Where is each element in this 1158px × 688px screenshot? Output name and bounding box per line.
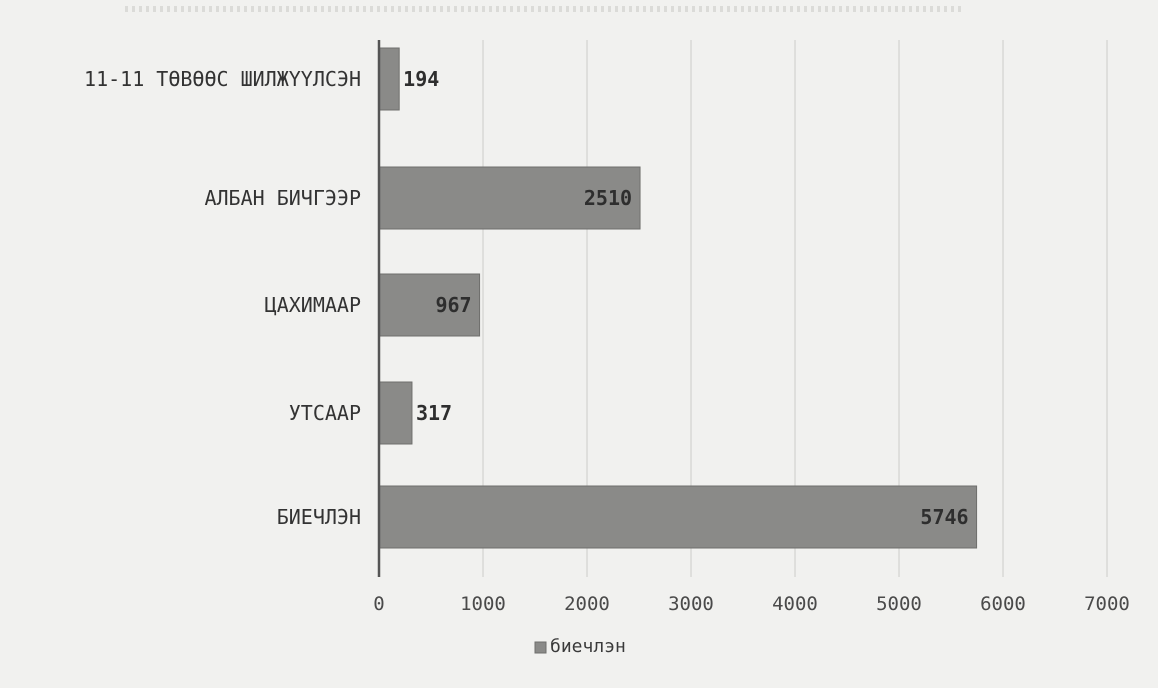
bar-3 <box>378 381 413 445</box>
bar-1 <box>378 166 641 230</box>
category-label-4: БИЕЧЛЭН <box>277 505 361 529</box>
bars <box>378 47 978 549</box>
data-label-3: 317 <box>416 401 452 425</box>
category-label-1: АЛБАН БИЧГЭЭР <box>204 186 361 210</box>
scan-artifact-line <box>125 6 965 12</box>
bar-4 <box>378 485 978 549</box>
x-tick-label-1000: 1000 <box>460 593 506 615</box>
x-tick-label-4000: 4000 <box>772 593 818 615</box>
data-label-2: 967 <box>435 293 471 317</box>
category-labels: 11-11 ТӨВӨӨС ШИЛЖҮҮЛСЭН АЛБАН БИЧГЭЭР ЦАХИ… <box>84 67 361 529</box>
legend-swatch <box>534 641 547 654</box>
legend-entry-label: биечлэн <box>550 636 626 657</box>
legend: биечлэн <box>534 636 626 657</box>
x-tick-label-5000: 5000 <box>876 593 922 615</box>
x-tick-label-6000: 6000 <box>980 593 1026 615</box>
data-label-1: 2510 <box>584 186 632 210</box>
category-label-0: 11-11 ТӨВӨӨС ШИЛЖҮҮЛСЭН <box>84 67 361 91</box>
data-label-4: 5746 <box>920 505 968 529</box>
gridlines <box>482 40 1108 577</box>
x-tick-label-3000: 3000 <box>668 593 714 615</box>
data-labels: 194 2510 967 317 5746 <box>403 67 968 529</box>
x-tick-labels: 0 1000 2000 3000 4000 5000 6000 7000 <box>373 593 1130 615</box>
category-label-2: ЦАХИМААР <box>265 293 361 317</box>
x-tick-label-7000: 7000 <box>1084 593 1130 615</box>
data-label-0: 194 <box>403 67 439 91</box>
category-label-3: УТСААР <box>289 401 361 425</box>
bar-0 <box>378 47 400 111</box>
x-tick-label-0: 0 <box>373 593 384 615</box>
x-tick-label-2000: 2000 <box>564 593 610 615</box>
